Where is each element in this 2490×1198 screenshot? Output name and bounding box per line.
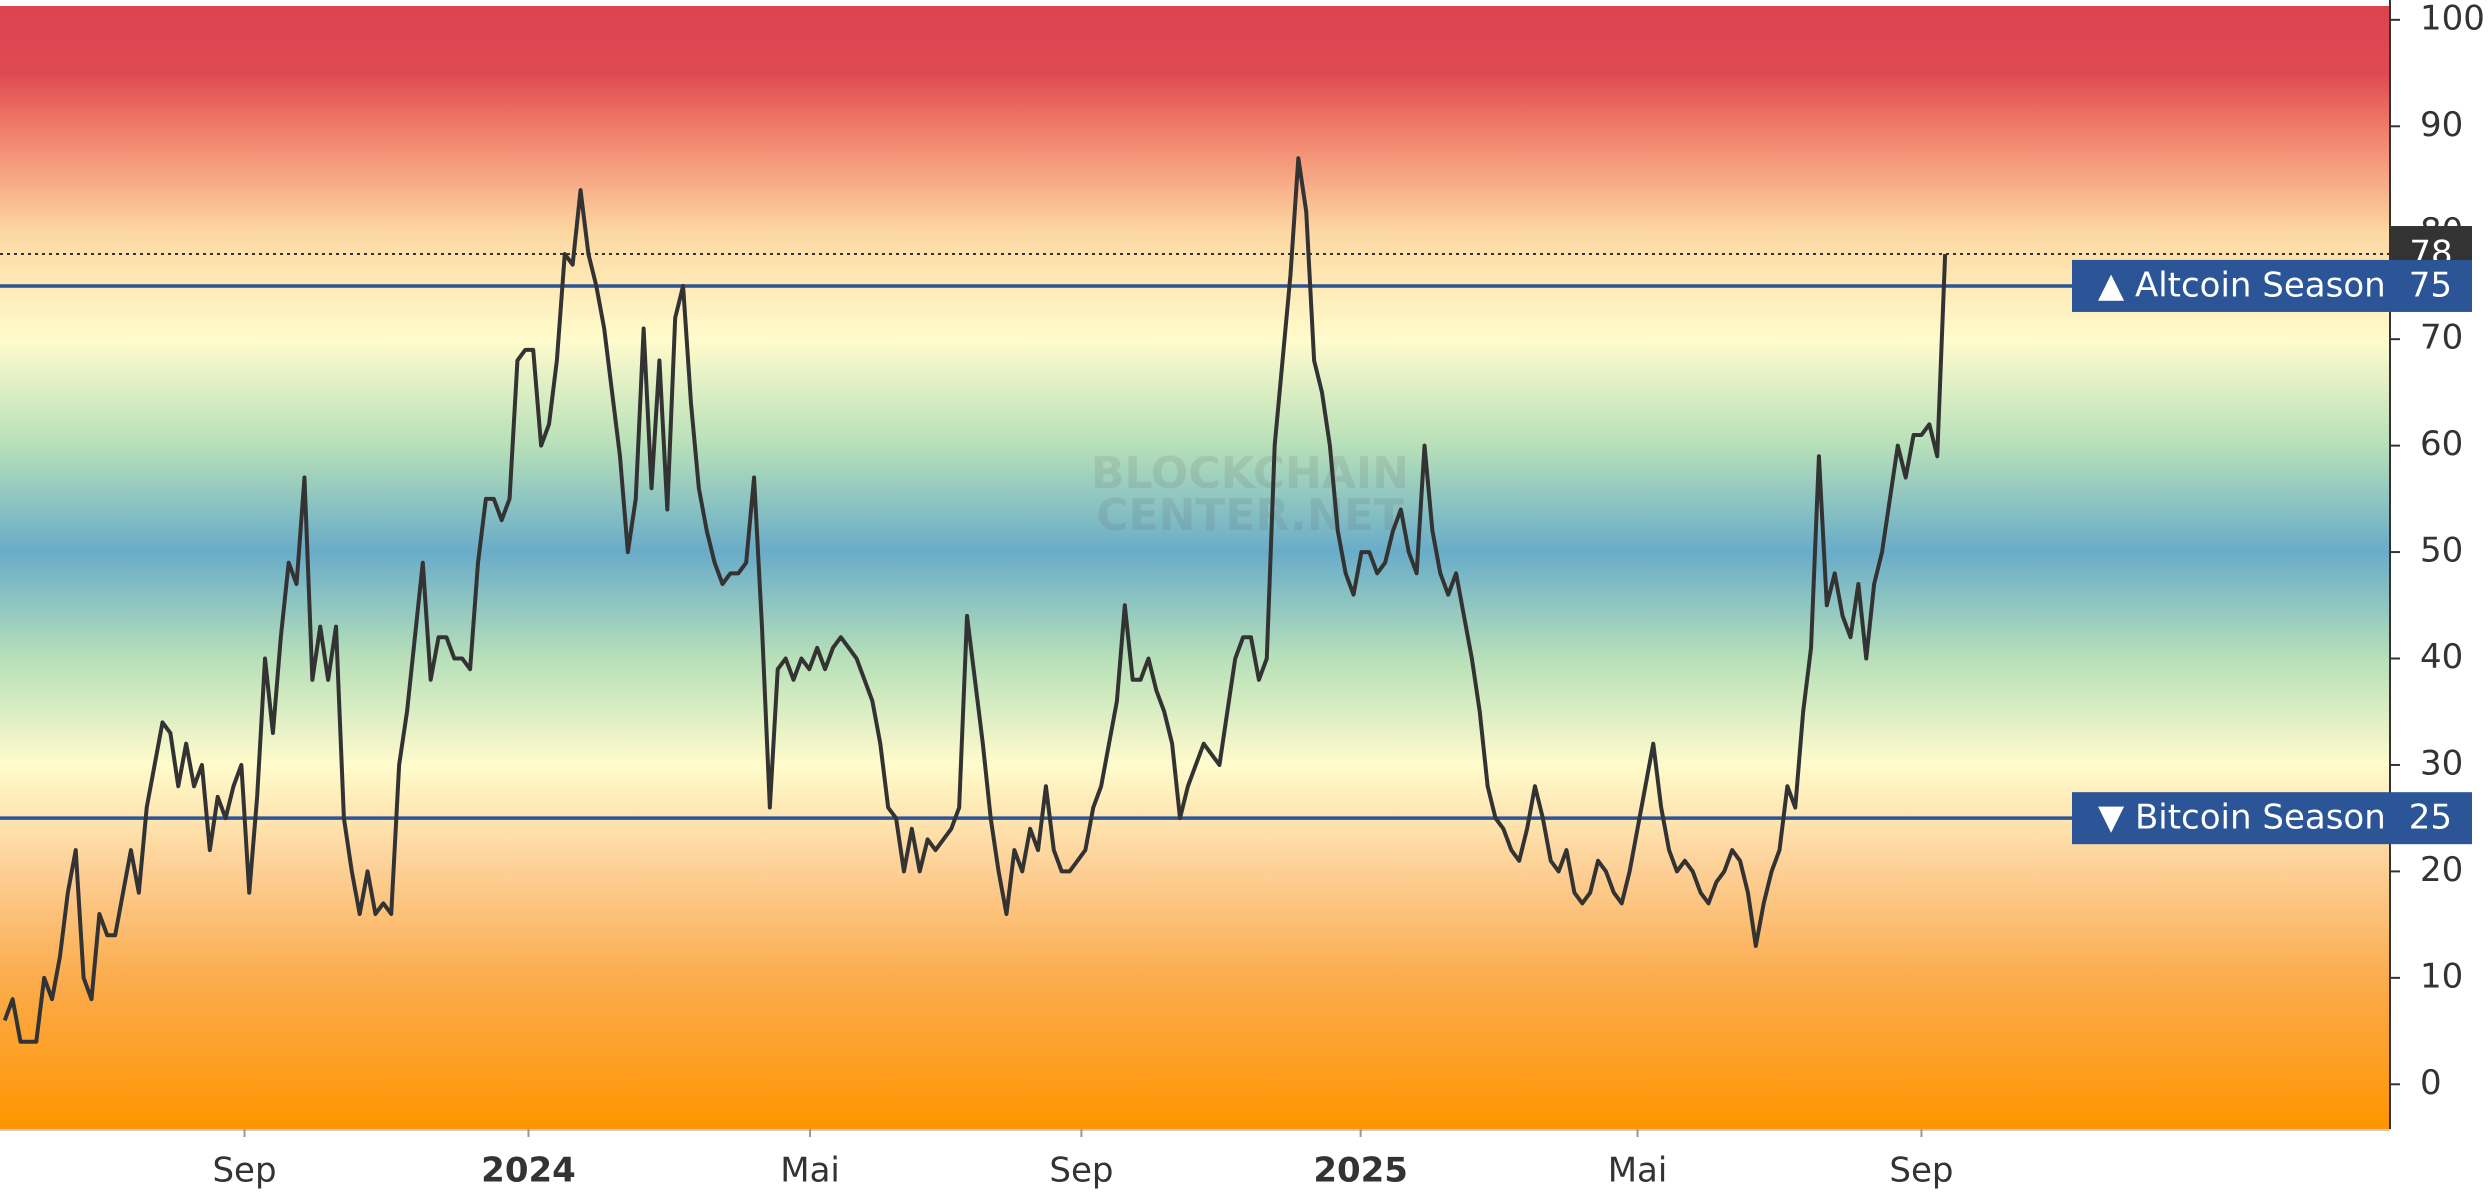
- watermark-text: CENTER.NET: [1096, 490, 1404, 541]
- series-line: [2, 156, 1948, 1044]
- plot-background: [0, 6, 2390, 1129]
- y-tick-label: 20: [2420, 850, 2463, 890]
- x-tick-label: Mai: [780, 1151, 840, 1191]
- y-tick-label: 0: [2420, 1063, 2442, 1103]
- threshold-box: [2072, 259, 2472, 312]
- watermark: BLOCKCHAIN CENTER.NET: [1091, 448, 1409, 541]
- watermark-text: BLOCKCHAIN: [1091, 448, 1409, 499]
- y-tick-label: 100: [2420, 0, 2485, 38]
- y-tick-label: 30: [2420, 743, 2463, 783]
- threshold-label: ▲ Altcoin Season: [2098, 265, 2386, 305]
- x-tick-label: Sep: [1889, 1151, 1953, 1191]
- y-tick-label: 70: [2420, 318, 2463, 358]
- threshold-label: ▼ Bitcoin Season: [2098, 798, 2386, 838]
- y-tick-label: 10: [2420, 956, 2463, 996]
- threshold-box: [2072, 792, 2472, 845]
- x-tick-label: Mai: [1608, 1151, 1668, 1191]
- x-tick-label: 2025: [1313, 1151, 1408, 1191]
- x-tick-label: Sep: [1049, 1151, 1113, 1191]
- x-tick-label: 2024: [481, 1151, 576, 1191]
- y-tick-label: 60: [2420, 424, 2463, 464]
- threshold-value: 25: [2409, 798, 2452, 838]
- y-tick-label: 90: [2420, 105, 2463, 145]
- y-tick-label: 40: [2420, 637, 2463, 677]
- y-tick-label: 50: [2420, 531, 2463, 571]
- threshold-value: 75: [2409, 265, 2452, 305]
- x-tick-label: Sep: [212, 1151, 276, 1191]
